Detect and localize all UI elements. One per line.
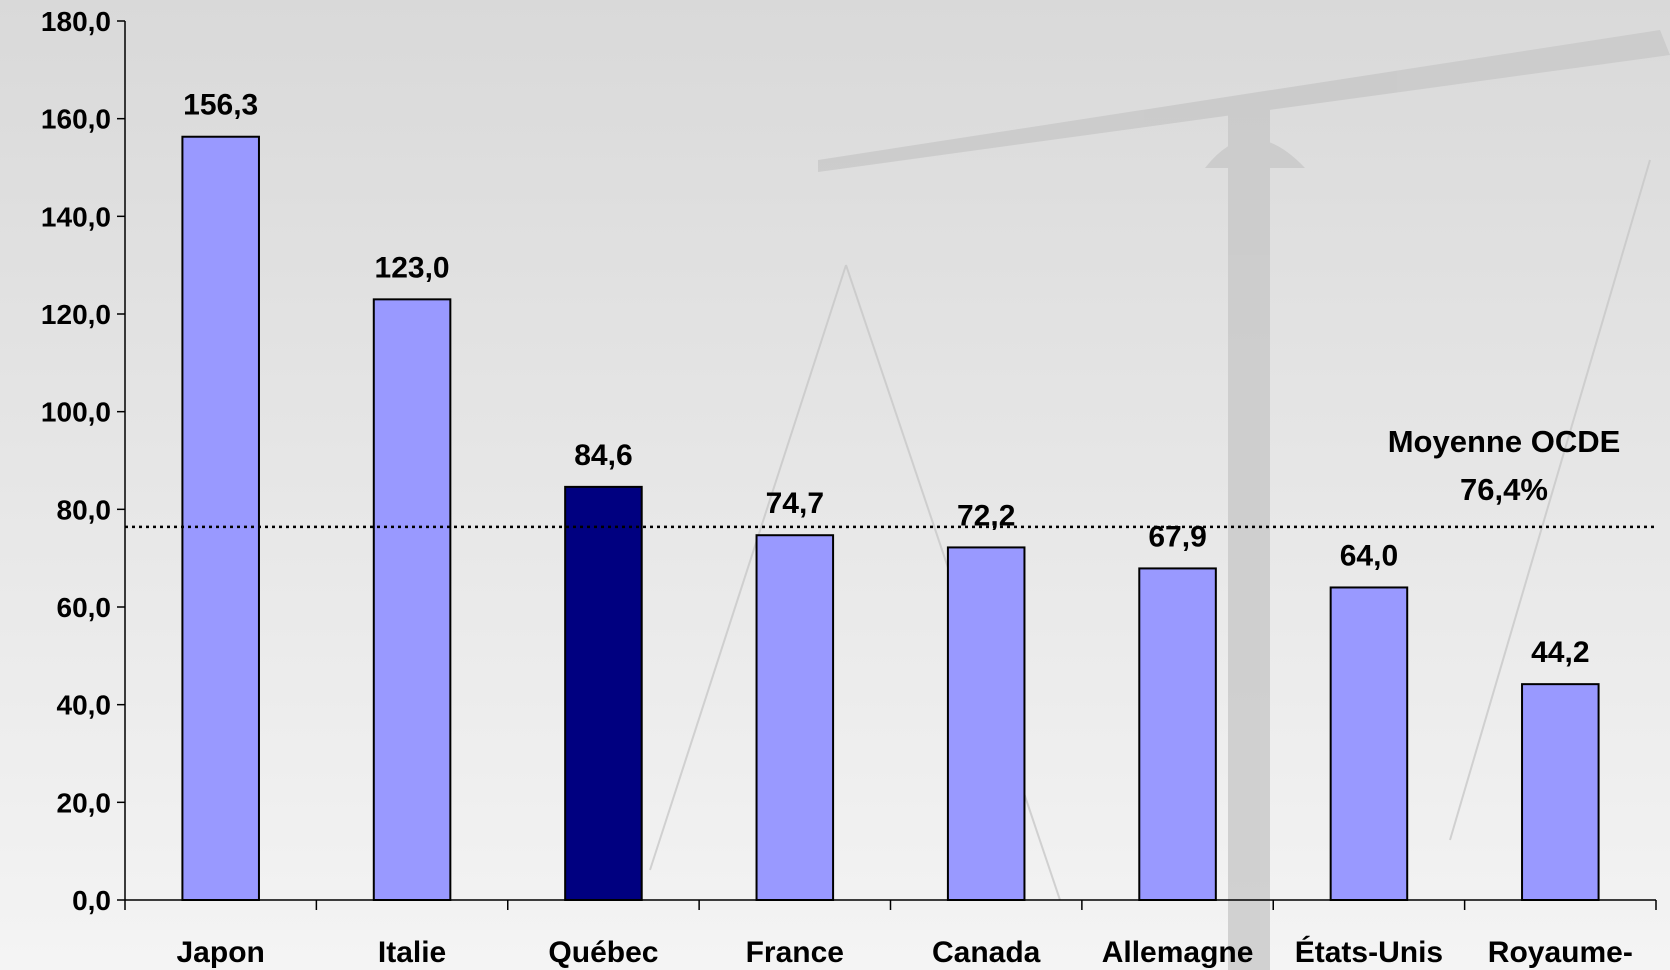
x-tick-label: Italie — [378, 936, 446, 969]
y-tick-label: 60,0 — [57, 592, 112, 623]
bar — [1329, 586, 1409, 901]
reference-value-label: 76,4% — [1460, 472, 1548, 507]
y-tick-label: 0,0 — [72, 885, 111, 916]
value-label: 156,3 — [183, 89, 258, 122]
value-label: 84,6 — [574, 439, 632, 472]
x-tick-label: Canada — [932, 936, 1041, 969]
x-tick-label: Allemagne — [1102, 936, 1254, 969]
bar — [755, 534, 835, 902]
x-tick-label: France — [746, 936, 844, 969]
y-tick-label: 160,0 — [41, 104, 111, 135]
reference-label: Moyenne OCDE — [1388, 424, 1621, 459]
bar — [946, 546, 1026, 901]
bar — [1138, 567, 1217, 902]
y-tick-label: 40,0 — [57, 690, 112, 721]
y-tick-label: 180,0 — [41, 6, 111, 37]
x-tick-label: États-Unis — [1295, 935, 1443, 969]
value-label: 123,0 — [375, 251, 450, 284]
value-label: 74,7 — [766, 487, 824, 520]
value-label: 64,0 — [1340, 539, 1398, 572]
y-tick-label: 100,0 — [41, 397, 111, 428]
x-tick-label: Québec — [548, 936, 658, 969]
value-label: 44,2 — [1531, 636, 1589, 669]
value-label: 67,9 — [1148, 520, 1206, 553]
bar — [564, 485, 643, 901]
bar — [181, 135, 260, 902]
y-tick-label: 120,0 — [41, 299, 111, 330]
bar — [372, 298, 452, 902]
bar — [1521, 683, 1600, 902]
x-tick-label: Japon — [177, 936, 265, 969]
x-tick-label: Royaume- — [1488, 936, 1633, 969]
y-tick-label: 140,0 — [41, 201, 111, 232]
y-tick-label: 80,0 — [57, 494, 112, 525]
y-tick-label: 20,0 — [57, 787, 112, 818]
